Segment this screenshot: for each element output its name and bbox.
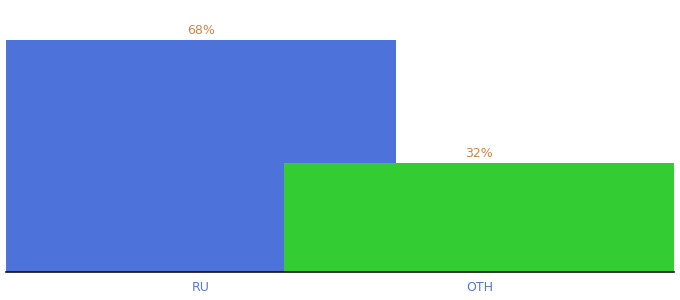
- Text: 32%: 32%: [466, 147, 493, 160]
- Text: 68%: 68%: [187, 24, 215, 37]
- Bar: [5, 40, 396, 272]
- Bar: [284, 163, 675, 272]
